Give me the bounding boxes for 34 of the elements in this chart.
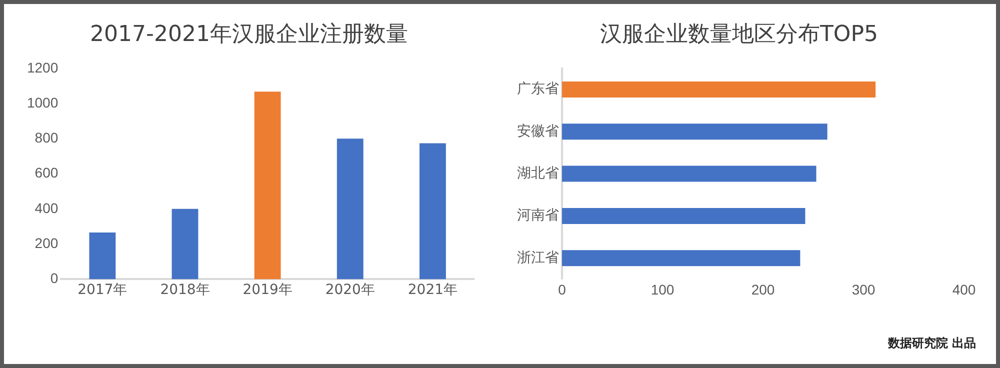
x-tick-label: 200 (751, 281, 775, 298)
x-tick-label: 2018年 (160, 282, 210, 298)
bar (254, 92, 281, 280)
y-tick-label: 0 (50, 270, 58, 286)
bar (562, 208, 806, 224)
bar (562, 124, 828, 140)
x-tick-label: 2020年 (325, 282, 375, 298)
y-tick-label: 河南省 (517, 208, 559, 224)
x-tick-label: 400 (952, 281, 976, 298)
x-tick-label: 2017年 (78, 282, 128, 298)
x-tick-label: 2019年 (242, 282, 292, 298)
x-tick-label: 100 (650, 281, 674, 298)
y-tick-label: 广东省 (517, 81, 559, 98)
bar (89, 232, 116, 280)
y-tick-label: 湖北省 (517, 165, 559, 182)
bar (562, 166, 816, 182)
bar (336, 138, 364, 280)
bar (562, 81, 876, 98)
y-tick-label: 600 (34, 164, 58, 181)
x-tick-label: 2021年 (408, 282, 458, 298)
bar (420, 143, 446, 280)
y-tick-label: 800 (34, 130, 58, 146)
y-tick-label: 浙江省 (517, 250, 559, 266)
y-tick-label: 200 (34, 234, 58, 251)
y-tick-label: 1200 (26, 59, 58, 76)
bar (562, 250, 800, 266)
y-tick-label: 1000 (26, 94, 58, 110)
chart-title: 汉服企业数量地区分布TOP5 (600, 22, 878, 47)
y-tick-label: 400 (34, 200, 58, 216)
text: 数据研究院 出品 (888, 335, 976, 352)
chart-title: 2017-2021年汉服企业注册数量 (90, 22, 408, 47)
y-tick-label: 安徽省 (517, 123, 559, 140)
x-tick-label: 300 (852, 281, 876, 298)
bar (172, 208, 198, 280)
